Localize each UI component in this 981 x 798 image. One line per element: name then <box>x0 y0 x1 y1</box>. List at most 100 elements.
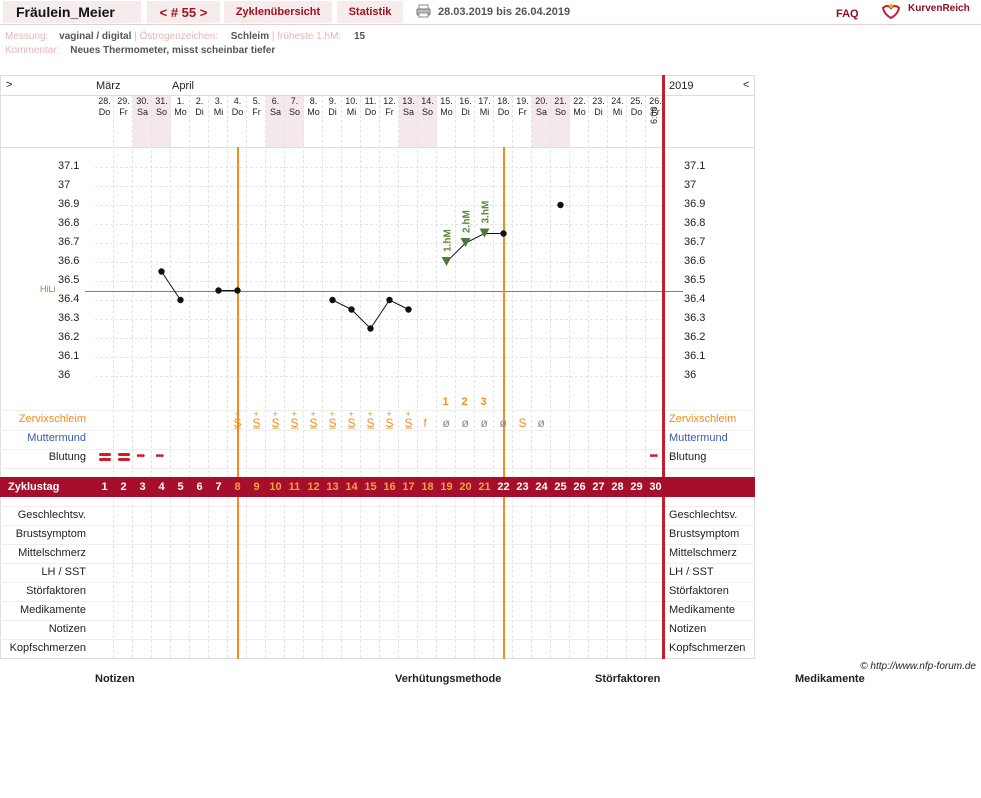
date-cell: 30. Sa <box>133 96 152 118</box>
date-number: 6. <box>271 96 280 106</box>
temperature-point[interactable] <box>405 306 412 313</box>
temperature-point[interactable] <box>234 287 241 294</box>
row-sep <box>0 620 755 621</box>
date-number: 23. <box>592 96 605 106</box>
zervix-plus: + <box>348 409 354 419</box>
date-cell: 17. Mi <box>475 96 494 118</box>
y-tick-left: 36.1 <box>58 350 80 362</box>
row-sep <box>0 563 755 564</box>
temperature-point[interactable] <box>177 296 184 304</box>
y-tick-right: 36 <box>684 369 697 381</box>
weekday: Fr <box>518 107 527 117</box>
y-tick-left: 37 <box>58 179 71 191</box>
cycle-day-number: 14 <box>345 481 358 493</box>
zyklustag-bar: Zyklustag 1 2 3 4 5 6 7 8 9 10 11 12 13 14 15 16 17 18 19 2… <box>0 477 755 497</box>
cycle-day-number: 12 <box>307 481 320 493</box>
date-cell: 1. Mo <box>171 96 190 118</box>
y-tick-right: 37 <box>684 179 697 191</box>
row-sep <box>0 582 755 583</box>
zervix-symbol: S̲ <box>233 416 242 430</box>
top-bar: Fräulein_Meier < # 55 > Zyklenübersicht … <box>0 0 981 25</box>
date-number: 20. <box>535 96 548 106</box>
brand-logo-icon[interactable] <box>881 2 901 20</box>
temperature-point[interactable] <box>348 306 355 313</box>
hm-marker[interactable] <box>460 238 471 247</box>
row-label-right-mittelschmerz: Mittelschmerz <box>669 547 737 559</box>
cycle-day-number: 6 <box>196 481 203 493</box>
weekday: Do <box>231 107 244 117</box>
user-box[interactable] <box>3 1 141 23</box>
month-april: April <box>172 80 195 92</box>
temperature-point[interactable] <box>367 325 374 332</box>
hm-marker[interactable] <box>441 257 452 266</box>
hm-marker[interactable] <box>479 228 490 238</box>
cycle-day-number: 8 <box>234 481 241 493</box>
temperature-point[interactable] <box>557 201 564 209</box>
temp-gridline <box>95 262 663 263</box>
weekend-shade <box>285 95 304 147</box>
date-cell: 5. Fr <box>247 96 266 118</box>
temperature-curve: 1.hM 2.hM 3.hM <box>158 201 564 332</box>
date-cell: 10. Mi <box>342 96 361 118</box>
temperature-point[interactable] <box>215 287 222 294</box>
date-cell: 16. Di <box>456 96 475 118</box>
brand-name[interactable]: KurvenReich <box>908 3 970 14</box>
peak-count: 1 <box>442 396 449 408</box>
username[interactable]: Fräulein_Meier <box>16 4 115 20</box>
date-number: 12. <box>383 96 396 106</box>
copyright[interactable]: © http://www.nfp-forum.de <box>860 661 976 672</box>
date-number: 18. <box>497 96 510 106</box>
date-cell: 15. Mo <box>437 96 456 118</box>
temperature-point[interactable] <box>158 268 165 275</box>
tab-zyklenuebersicht[interactable]: Zyklenübersicht <box>224 1 332 23</box>
row-label-lh: LH / SST <box>41 566 86 578</box>
date-cell: 25. Do <box>627 96 646 118</box>
hm-label: 2.hM <box>462 210 473 233</box>
zervix-symbol: S̲ <box>252 416 261 430</box>
evaluation-line <box>503 147 505 477</box>
zervix-symbol: S̲ <box>385 416 394 430</box>
temperature-point[interactable] <box>386 296 393 304</box>
tab-statistik[interactable]: Statistik <box>337 1 403 23</box>
bleeding-spotting: ••• <box>649 451 658 462</box>
bleeding-heavy <box>117 458 130 461</box>
faq-link[interactable]: FAQ <box>836 8 859 20</box>
cycle-day-number: 1 <box>101 481 108 493</box>
temp-gridline <box>95 205 663 206</box>
printer-icon[interactable] <box>416 4 431 18</box>
zyklustag-label: Zyklustag <box>8 481 60 493</box>
date-number: 21. <box>554 96 567 106</box>
y-tick-left: 36.6 <box>58 255 80 267</box>
year-label: 2019 <box>669 80 694 92</box>
weekday: Mo <box>440 107 453 117</box>
date-cell: 28. Do <box>95 96 114 118</box>
row-label-zervix: Zervixschleim <box>18 413 86 425</box>
y-tick-right: 36.1 <box>684 350 706 362</box>
weekday: Fr <box>651 107 660 117</box>
row-sep <box>0 525 755 526</box>
temperature-point[interactable] <box>329 296 336 304</box>
zervix-symbol: ø <box>480 416 488 430</box>
weekday: Do <box>98 107 111 117</box>
cycle-nav[interactable]: < # 55 > <box>147 1 220 23</box>
row-sep <box>0 601 755 602</box>
nav-left-arrow[interactable]: > <box>6 79 13 91</box>
date-number: 31. <box>155 96 168 106</box>
cycle-day-number: 15 <box>364 481 377 493</box>
date-number: 22. <box>573 96 586 106</box>
temp-gridline <box>95 319 663 320</box>
bleeding-heavy <box>117 453 130 456</box>
row-label-right-notizen: Notizen <box>669 623 707 635</box>
date-cell: 3. Mi <box>209 96 228 118</box>
date-number: 11. <box>364 96 377 106</box>
temp-gridline <box>95 243 663 244</box>
weekday: Sa <box>535 107 547 117</box>
cycle-day-number: 17 <box>402 481 415 493</box>
temperature-point[interactable] <box>500 230 507 237</box>
row-label-right-blutung: Blutung <box>669 451 707 463</box>
date-number: 10. <box>345 96 358 106</box>
date-number: 25. <box>630 96 643 106</box>
temp-gridline <box>95 186 663 187</box>
nav-right-arrow[interactable]: < <box>743 79 750 91</box>
zervix-symbol: S̲ <box>328 416 337 430</box>
